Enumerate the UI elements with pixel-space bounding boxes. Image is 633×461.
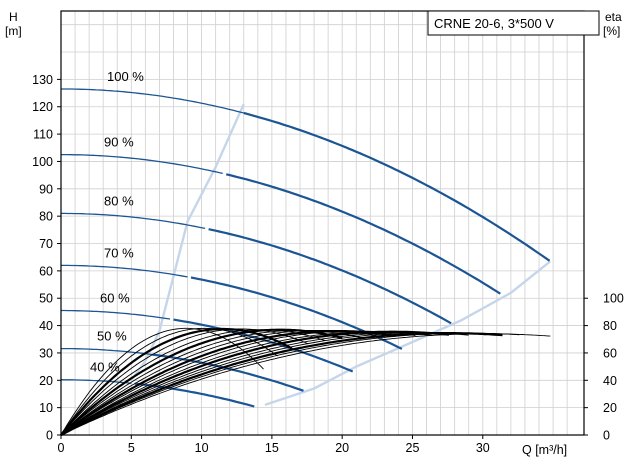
plot-frame <box>60 10 585 436</box>
limit-curve-max-flow <box>264 260 552 407</box>
efficiency-curve <box>60 332 520 436</box>
x-tick-label: 10 <box>195 441 209 455</box>
y-tick-label: 100 <box>32 155 53 169</box>
x-tick-label: 20 <box>335 441 349 455</box>
head-curve-60-low-flow <box>61 309 171 320</box>
efficiency-curve <box>60 332 503 436</box>
eta-axis-title-unit: [%] <box>603 24 620 38</box>
efficiency-curve <box>60 330 416 436</box>
efficiency-curve <box>60 333 551 436</box>
head-curve-50-low-flow <box>61 347 153 356</box>
eta-tick-label: 20 <box>603 401 617 415</box>
eta-tick-label: 0 <box>603 429 610 443</box>
efficiency-curve <box>60 327 264 436</box>
y-tick-label: 40 <box>39 319 53 333</box>
head-curve-100-low-flow <box>61 88 244 114</box>
y-axis-title-h: H <box>9 10 18 24</box>
eta-tick-label: 100 <box>603 292 624 306</box>
eta-tick-label: 40 <box>603 374 617 388</box>
head-curve-60 <box>173 318 354 373</box>
curve-label: 80 % <box>104 193 134 208</box>
efficiency-curve <box>60 327 278 436</box>
curve-label: 50 % <box>97 329 127 344</box>
eta-axis-title: eta <box>605 10 622 24</box>
y-tick-label: 130 <box>32 73 53 87</box>
efficiency-curve <box>60 331 486 436</box>
curve-label: 40 % <box>90 360 120 375</box>
y-axis-title-unit: [m] <box>5 24 22 38</box>
x-tick-label: 25 <box>406 441 420 455</box>
y-tick-label: 110 <box>33 128 53 142</box>
head-curve-90-low-flow <box>61 153 223 175</box>
efficiency-curves <box>60 327 551 436</box>
y-tick-label: 50 <box>39 292 53 306</box>
y-tick-label: 60 <box>39 264 53 278</box>
head-curve-80-low-flow <box>61 212 206 230</box>
curve-label: 60 % <box>100 291 130 306</box>
y-tick-label: 120 <box>32 100 53 114</box>
eta-tick-label: 60 <box>603 346 617 360</box>
efficiency-curve <box>60 330 450 436</box>
curve-labels: 100 % 90 % 80 % 70 % 60 % 50 % 40 % <box>90 69 144 375</box>
limit-curves <box>130 103 552 407</box>
legend-label: CRNE 20-6, 3*500 V <box>434 16 554 31</box>
efficiency-curve <box>60 328 309 436</box>
y-tick-label: 90 <box>39 182 53 196</box>
efficiency-curve <box>60 331 469 436</box>
x-tick-label: 0 <box>58 441 65 455</box>
legend-box <box>427 10 600 36</box>
y-tick-label: 80 <box>39 210 53 224</box>
curve-label: 100 % <box>107 69 144 84</box>
x-tick-label: 15 <box>265 441 279 455</box>
head-curve-80 <box>208 228 452 325</box>
y-tick-label: 0 <box>46 429 53 443</box>
y-tick-label: 30 <box>39 346 53 360</box>
curve-label: 90 % <box>104 135 134 150</box>
y-tick-label: 20 <box>39 374 53 388</box>
x-tick-label: 30 <box>476 441 490 455</box>
y-tick-label: 70 <box>39 237 53 251</box>
axis-ticks: 0 5 10 15 20 25 30 0 10 20 30 40 50 60 70 80 90 100 110 120… <box>32 73 624 455</box>
limit-curve-min-speed-flow <box>130 103 245 382</box>
efficiency-curve <box>60 327 293 436</box>
head-curve-100 <box>243 111 551 262</box>
eta-tick-label: 80 <box>603 319 617 333</box>
x-tick-label: 5 <box>128 441 135 455</box>
y-tick-label: 10 <box>39 401 53 415</box>
head-curve-70-low-flow <box>61 264 188 278</box>
x-axis-title: Q [m³/h] <box>522 443 567 457</box>
curve-label: 70 % <box>104 245 134 260</box>
head-curve-90 <box>225 173 501 295</box>
